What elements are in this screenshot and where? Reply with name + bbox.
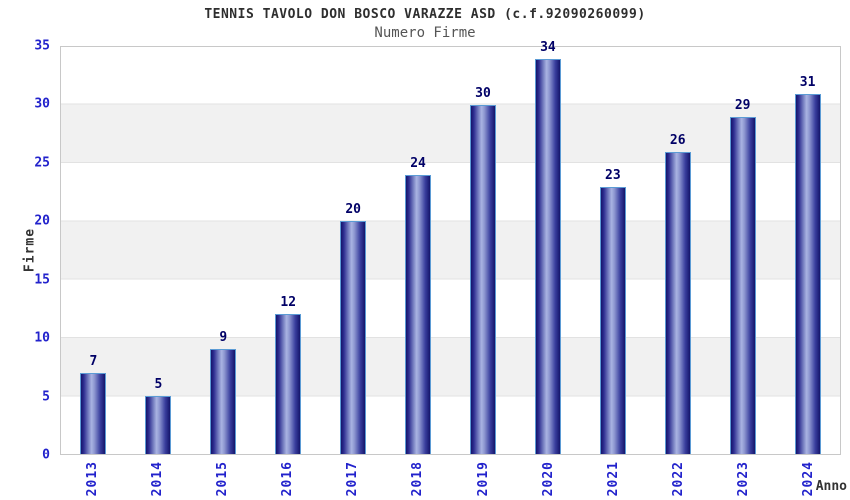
bar-value-label: 7 (89, 353, 98, 369)
x-tick-label: 2017 (345, 461, 361, 497)
bar-value-label: 29 (734, 97, 751, 113)
x-tick-2019: 2019 (450, 456, 515, 496)
x-tick-2021: 2021 (581, 456, 646, 496)
bar-2014: 5 (145, 378, 172, 454)
y-tick-10: 10 (34, 330, 50, 346)
y-tick-15: 15 (34, 272, 50, 288)
chart-subtitle: Numero Firme (374, 25, 476, 41)
x-tick-2015: 2015 (190, 456, 255, 496)
bar-value-label: 5 (154, 376, 163, 392)
bar-2021: 23 (599, 169, 626, 454)
x-tick-2022: 2022 (646, 456, 711, 496)
bar-slot-2016: 12 (256, 47, 321, 454)
bar-slot-2024: 31 (775, 47, 840, 454)
bar-2023: 29 (729, 99, 756, 454)
bar-slot-2022: 26 (645, 47, 710, 454)
bar-slot-2020: 34 (515, 41, 580, 454)
bar-value-label: 12 (280, 295, 297, 311)
bar-2020: 34 (534, 41, 561, 454)
y-axis-ticks: 0 5 10 15 20 25 30 35 (0, 40, 54, 462)
x-tick-label: 2021 (605, 461, 621, 497)
x-tick-label: 2018 (410, 461, 426, 497)
bar-value-label: 9 (219, 330, 228, 346)
x-tick-label: 2016 (280, 461, 296, 497)
x-axis-title: Anno (815, 479, 847, 494)
bar-2024: 31 (794, 76, 821, 454)
bar-2016: 12 (275, 296, 302, 454)
x-tick-2020: 2020 (516, 456, 581, 496)
x-tick-label: 2022 (670, 461, 686, 497)
bar-slot-2023: 29 (710, 47, 775, 454)
bar-value-label: 26 (669, 132, 686, 148)
x-tick-2017: 2017 (320, 456, 385, 496)
y-tick-5: 5 (42, 389, 50, 405)
x-tick-2016: 2016 (255, 456, 320, 496)
bar-slot-2017: 20 (321, 47, 386, 454)
bar-slot-2013: 7 (61, 47, 126, 454)
y-tick-20: 20 (34, 213, 50, 229)
bar-slot-2014: 5 (126, 47, 191, 454)
x-tick-2018: 2018 (385, 456, 450, 496)
bar-2018: 24 (405, 157, 432, 454)
y-tick-0: 0 (42, 447, 50, 463)
x-tick-2013: 2013 (60, 456, 125, 496)
x-tick-label: 2024 (800, 461, 816, 497)
x-tick-label: 2015 (215, 461, 231, 497)
x-tick-label: 2013 (85, 461, 101, 497)
bar-2015: 9 (210, 331, 237, 454)
bar-value-label: 23 (605, 167, 621, 183)
x-tick-label: 2019 (475, 461, 491, 497)
bar-slot-2019: 30 (451, 47, 516, 454)
y-tick-30: 30 (34, 96, 50, 112)
bar-value-label: 30 (475, 86, 491, 102)
bar-slot-2018: 24 (386, 47, 451, 454)
x-tick-2014: 2014 (125, 456, 190, 496)
x-tick-label: 2023 (735, 461, 751, 497)
bar-2013: 7 (80, 355, 107, 454)
x-tick-label: 2014 (150, 461, 166, 497)
bar-2019: 30 (469, 87, 496, 454)
bar-value-label: 31 (799, 74, 816, 90)
x-tick-2023: 2023 (711, 456, 776, 496)
bar-2022: 26 (664, 134, 691, 454)
bar-value-label: 24 (410, 155, 426, 171)
bar-value-label: 20 (345, 202, 361, 218)
x-tick-label: 2020 (540, 461, 556, 497)
bar-slot-2021: 23 (580, 47, 645, 454)
bar-slot-2015: 9 (191, 47, 256, 454)
y-tick-25: 25 (34, 155, 50, 171)
chart-title: TENNIS TAVOLO DON BOSCO VARAZZE ASD (c.f… (204, 7, 646, 22)
plot-area: 7 5 9 12 20 24 30 34 23 26 29 31 (60, 41, 841, 455)
x-axis-labels: 2013 2014 2015 2016 2017 2018 2019 2020 2021 2022… (60, 456, 841, 496)
bar-2017: 20 (340, 203, 367, 454)
y-tick-35: 35 (34, 38, 50, 54)
bar-value-label: 34 (540, 39, 556, 55)
